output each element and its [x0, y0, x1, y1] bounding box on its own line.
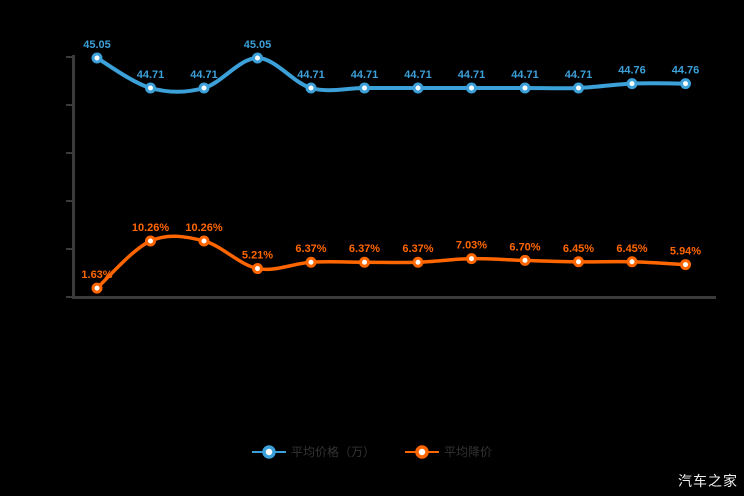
discount-series-line [95, 234, 688, 290]
legend-marker-orange-icon [405, 445, 439, 459]
price-series-data-label: 44.71 [404, 69, 432, 81]
price-series-data-label: 44.71 [190, 69, 218, 81]
price-series-data-label: 44.76 [618, 65, 646, 77]
discount-series-point-marker [91, 282, 103, 294]
discount-series-data-label: 6.37% [349, 243, 380, 255]
price-series-data-label: 44.71 [565, 69, 593, 81]
discount-series-data-label: 7.03% [456, 240, 487, 252]
price-series-data-label: 45.05 [244, 39, 272, 51]
discount-series-point-marker [359, 256, 370, 268]
y-axis [72, 55, 75, 299]
price-series-point-marker [466, 82, 477, 94]
price-series-data-label: 44.76 [672, 65, 700, 77]
legend-item-average-price[interactable]: 平均价格（万） [251, 444, 375, 460]
price-series-point-marker [573, 82, 584, 94]
y-axis-tick [66, 104, 72, 106]
legend-item-average-discount[interactable]: 平均降价 [405, 444, 492, 460]
discount-series-point-marker [145, 235, 156, 247]
y-axis-tick [66, 200, 72, 202]
price-series-data-label: 45.05 [83, 39, 111, 51]
discount-series-point-marker [252, 263, 263, 275]
y-axis-tick [66, 152, 72, 154]
price-series-data-label: 44.71 [458, 69, 486, 81]
discount-series-data-label: 1.63% [81, 269, 112, 281]
chart-legend: 平均价格（万） 平均降价 [0, 440, 744, 464]
price-series-point-marker [359, 82, 370, 94]
discount-series-data-label: 5.21% [242, 250, 273, 262]
x-axis [72, 296, 716, 299]
price-series-point-marker [305, 82, 317, 94]
discount-series-point-marker [305, 256, 317, 268]
discount-series-data-label: 6.37% [295, 243, 326, 255]
discount-series-data-label: 6.70% [509, 241, 540, 253]
discount-series-point-marker [680, 259, 691, 271]
discount-series-point-marker [412, 256, 424, 268]
price-series-data-label: 44.71 [137, 69, 165, 81]
y-axis-tick [66, 56, 72, 58]
price-series-point-marker [252, 52, 263, 64]
discount-series-data-label: 6.37% [402, 243, 433, 255]
price-series-data-label: 44.71 [511, 69, 539, 81]
price-series-point-marker [145, 82, 156, 94]
price-series-point-marker [680, 78, 691, 90]
discount-series-data-label: 10.26% [185, 222, 223, 234]
price-series-point-marker [626, 78, 638, 90]
legend-marker-blue-icon [251, 445, 286, 459]
price-series-point-marker [519, 82, 531, 94]
price-series-point-marker [198, 82, 210, 94]
line-chart: 1.63% 10.26% 10.26% 5.21% 6.37% 6.37% 6.37% 7.0… [66, 39, 716, 299]
discount-series-data-label: 10.26% [132, 222, 170, 234]
discount-series-data-label: 6.45% [563, 243, 594, 255]
discount-series-point-marker [198, 235, 210, 247]
price-series-data-label: 44.71 [297, 69, 325, 81]
price-series-point-marker [412, 82, 424, 94]
price-series-data-label: 44.71 [351, 69, 379, 81]
price-series-line [95, 55, 688, 94]
watermark-autohome: 汽车之家 [678, 473, 738, 489]
legend-label-average-price: 平均价格（万） [290, 445, 375, 459]
discount-series-point-marker [519, 254, 531, 266]
discount-series-point-marker [626, 256, 638, 268]
discount-series-point-marker [466, 253, 477, 265]
y-axis-tick [66, 296, 72, 298]
discount-series-data-label: 6.45% [616, 243, 647, 255]
y-axis-tick [66, 248, 72, 250]
price-series-point-marker [91, 52, 103, 64]
legend-label-average-discount: 平均降价 [444, 445, 493, 459]
discount-series-point-marker [573, 256, 584, 268]
discount-series-data-label: 5.94% [670, 246, 701, 258]
